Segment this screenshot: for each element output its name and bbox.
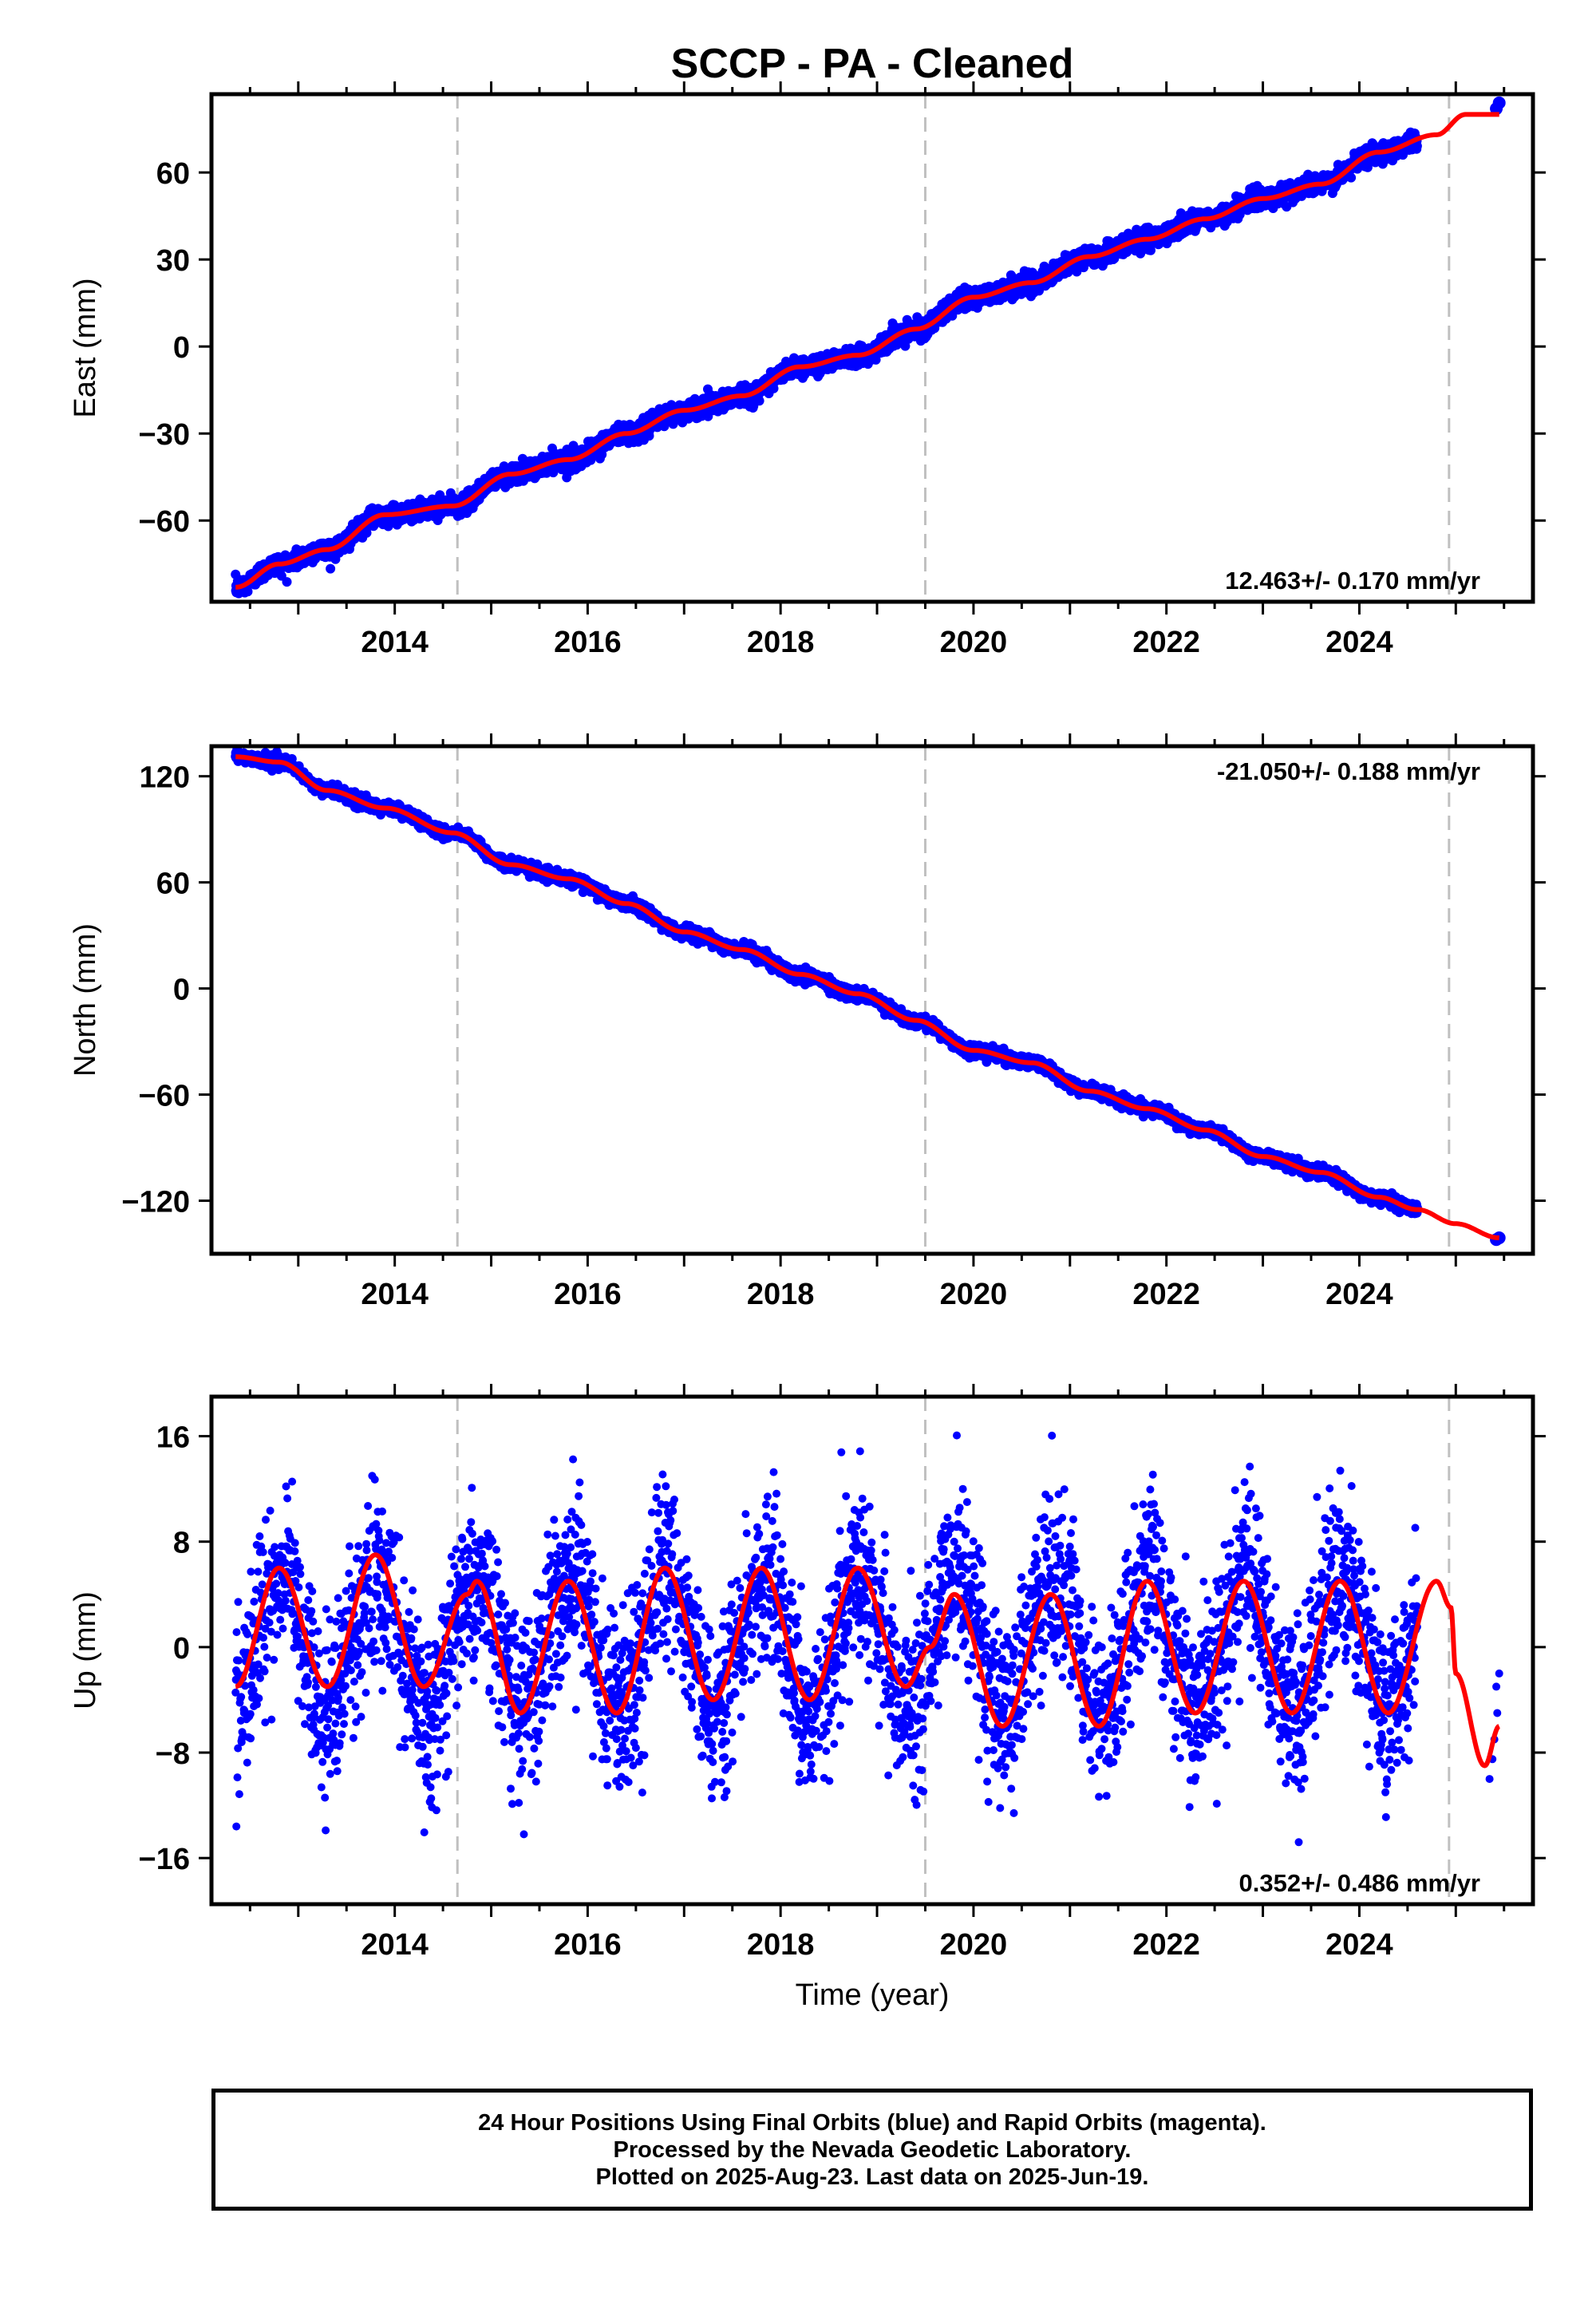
x-tick-label: 2018 bbox=[747, 626, 815, 659]
data-point bbox=[1492, 96, 1506, 109]
y-tick-label: 60 bbox=[156, 157, 190, 191]
x-tick-label: 2024 bbox=[1325, 626, 1393, 659]
y-tick-label: −60 bbox=[139, 505, 190, 539]
y-tick-label: 30 bbox=[156, 244, 190, 278]
x-tick-label: 2014 bbox=[361, 626, 429, 659]
data-point bbox=[326, 563, 336, 574]
north-panel: 2014 2016 2018 2020 2022 2024−120−60060120Nor… bbox=[69, 733, 1546, 1311]
east-panel: 2014 2016 2018 2020 2022 2024 −60 −30 0 30 60 East … bbox=[69, 81, 1546, 659]
x-tick-label: 2016 bbox=[554, 626, 622, 659]
data-point bbox=[754, 396, 764, 406]
y-tick-label: −30 bbox=[139, 418, 190, 452]
x-tick-label: 2022 bbox=[1132, 626, 1200, 659]
data-point bbox=[282, 577, 292, 587]
y-axis-label: East (mm) bbox=[69, 278, 102, 417]
x-tick-label: 2020 bbox=[940, 626, 1008, 659]
figure-title: SCCP - PA - Cleaned bbox=[671, 41, 1074, 87]
data-points bbox=[231, 96, 1506, 599]
data-point bbox=[644, 431, 654, 441]
rate-label: 12.463+/- 0.170 mm/yr bbox=[1225, 567, 1480, 595]
y-tick-label: 0 bbox=[173, 331, 190, 365]
data-point bbox=[1346, 172, 1357, 183]
